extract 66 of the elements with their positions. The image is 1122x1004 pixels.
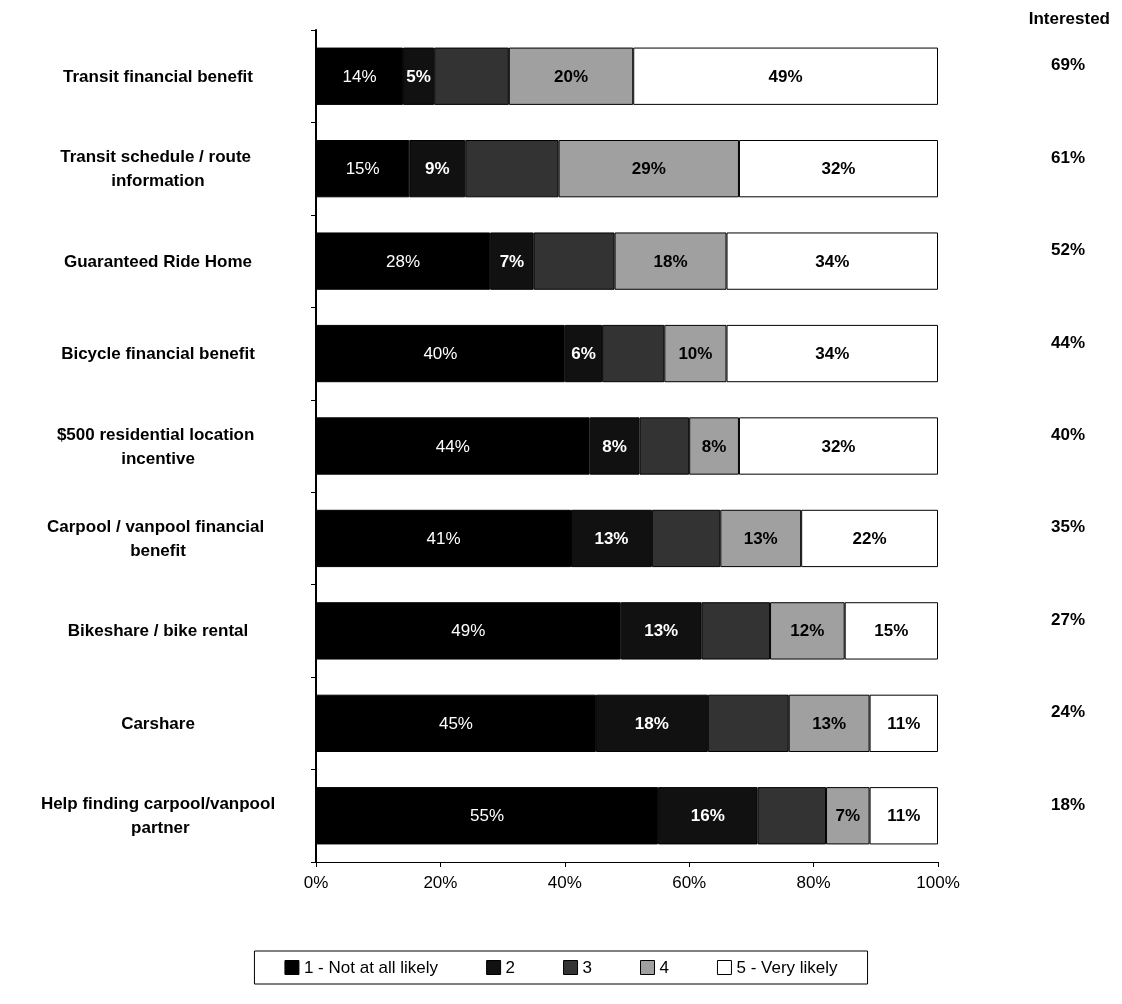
y-tick-label: Transit schedule / route information — [60, 147, 256, 191]
y-tick-label: $500 residential location incentive — [56, 424, 260, 468]
data-label: 10% — [678, 344, 713, 364]
text: 27% — [1050, 609, 1086, 629]
data-label: 32% — [821, 159, 856, 179]
data-label: 28% — [386, 251, 421, 271]
data-label: 41% — [426, 528, 461, 548]
data-label: 29% — [631, 159, 666, 179]
legend-label: 4 — [659, 958, 669, 977]
text: 69% — [1050, 55, 1086, 75]
data-label: 34% — [815, 344, 850, 364]
data-label: 45% — [438, 713, 473, 733]
data-label: 7% — [499, 251, 525, 271]
data-label: 16% — [690, 806, 725, 826]
x-tick-label: 80% — [796, 873, 831, 892]
y-tick-label: Transit financial benefit — [63, 66, 254, 86]
data-label: 20% — [554, 66, 589, 86]
data-label: 18% — [634, 713, 669, 733]
data-label: 49% — [768, 66, 803, 86]
data-label: 14% — [342, 66, 377, 86]
y-tick-label: Bikeshare / bike rental — [67, 621, 249, 641]
x-tick-label: 0% — [303, 873, 329, 892]
x-tick-label: 100% — [916, 873, 960, 892]
data-label: 18% — [653, 251, 688, 271]
y-tick-label: Help finding carpool/vanpool partner — [40, 794, 276, 838]
text: 24% — [1050, 702, 1086, 722]
y-tick-label: Guaranteed Ride Home — [64, 251, 252, 271]
data-label: 15% — [345, 159, 380, 179]
data-label: 32% — [821, 436, 856, 456]
data-label: 8% — [602, 436, 627, 456]
data-label: 22% — [852, 528, 887, 548]
legend-label: 3 — [582, 958, 593, 977]
text: 35% — [1050, 517, 1086, 537]
text: 44% — [1050, 332, 1086, 352]
data-label: 13% — [644, 621, 679, 641]
x-tick-label: 60% — [672, 873, 707, 892]
y-tick-label: Carshare — [121, 713, 195, 733]
text: 18% — [1050, 794, 1086, 814]
data-label: 13% — [594, 528, 629, 548]
text: Interested — [1028, 9, 1110, 28]
text: 61% — [1050, 147, 1086, 167]
data-label: 44% — [435, 436, 470, 456]
data-label: 13% — [743, 528, 778, 548]
legend-label: 5 - Very likely — [736, 958, 839, 977]
data-label: 49% — [451, 621, 486, 641]
data-label: 40% — [423, 344, 458, 364]
legend-label: 2 — [505, 958, 516, 977]
data-label: 9% — [425, 159, 450, 179]
text: 52% — [1050, 240, 1086, 260]
y-tick-label: Bicycle financial benefit — [61, 344, 256, 364]
data-label: 15% — [874, 621, 909, 641]
legend-label: 1 - Not at all likely — [303, 958, 439, 977]
data-label: 6% — [571, 344, 596, 364]
x-tick-label: 20% — [423, 873, 458, 892]
data-label: 34% — [815, 251, 850, 271]
data-label: 5% — [406, 66, 431, 86]
data-label: 55% — [470, 806, 505, 826]
data-label: 12% — [790, 621, 825, 641]
text: 40% — [1050, 425, 1086, 444]
x-tick-label: 40% — [547, 873, 582, 892]
y-tick-label: Carpool / vanpool financial benefit — [47, 516, 269, 560]
data-label: 8% — [701, 436, 727, 456]
data-label: 11% — [887, 806, 921, 826]
data-label: 13% — [812, 713, 847, 733]
data-label: 11% — [887, 713, 921, 733]
data-label: 7% — [835, 806, 861, 826]
